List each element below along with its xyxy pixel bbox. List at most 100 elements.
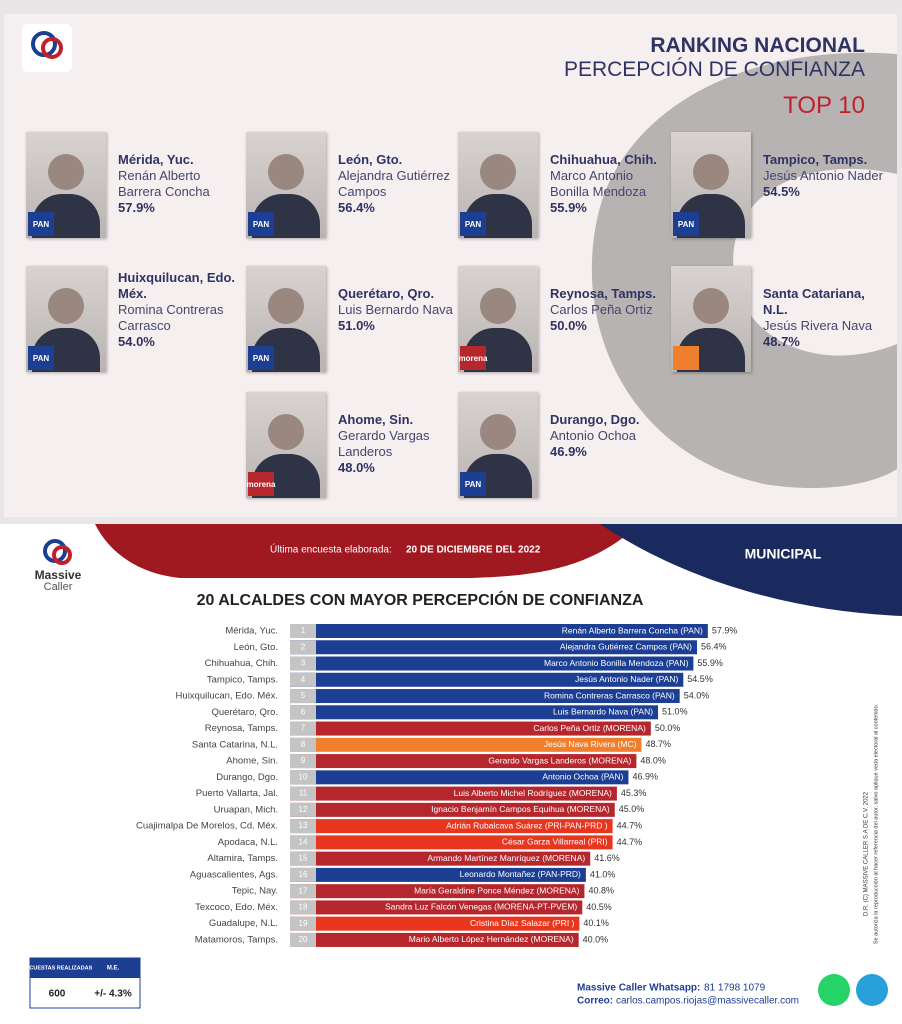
category-label: Mérida, Yuc. — [225, 626, 278, 637]
card-name: Romina Contreras Carrasco — [118, 302, 224, 333]
category-label: Guadalupe, N.L. — [209, 918, 278, 929]
card-text: Reynosa, Tamps. Carlos Peña Ortiz 50.0% — [550, 286, 675, 334]
top-panel: RANKING NACIONAL PERCEPCIÓN DE CONFIANZA… — [4, 14, 897, 517]
category-label: Querétaro, Qro. — [211, 707, 278, 718]
category-label: Reynosa, Tamps. — [205, 723, 278, 734]
title: RANKING NACIONAL — [650, 34, 865, 57]
party-badge: PAN — [248, 212, 274, 236]
photo: PAN — [671, 132, 751, 238]
card-value: 56.4% — [338, 200, 375, 215]
value-label: 55.9% — [697, 658, 723, 668]
photo-head — [48, 154, 84, 190]
rank: 12 — [299, 805, 308, 814]
value-label: 56.4% — [701, 642, 727, 652]
survey-table: ENCUESTAS REALIZADAS M.E. 600 +/- 4.3% — [22, 957, 141, 1009]
rank: 18 — [299, 903, 308, 912]
bar — [290, 640, 698, 655]
photo-head — [268, 288, 304, 324]
rank-box — [290, 656, 316, 671]
category-label: Aguascalientes, Ags. — [190, 869, 278, 880]
party-badge: PAN — [460, 212, 486, 236]
banner-navy — [600, 524, 902, 616]
contact: carlos.campos.riojas@massivecaller.com — [616, 996, 799, 1007]
photo: PAN — [26, 132, 106, 238]
card-name: Luis Bernardo Nava — [338, 302, 453, 317]
notice: Se autoriza la reproducción al hacer ref… — [873, 703, 879, 944]
bar-label: Carlos Peña Ortiz (MORENA) — [533, 723, 646, 733]
rank-box — [290, 884, 316, 899]
photo — [671, 266, 751, 372]
top-tag: TOP 10 — [783, 92, 865, 119]
decoration — [22, 24, 897, 489]
category-label: Santa Catarina, N.L. — [192, 739, 278, 750]
rank: 6 — [301, 707, 306, 716]
section: MUNICIPAL — [745, 546, 822, 562]
rank: 11 — [299, 789, 308, 798]
party-badge — [673, 346, 699, 370]
category-label: Altamira, Tamps. — [207, 853, 278, 864]
card-text: Tampico, Tamps. Jesús Antonio Nader 54.5% — [763, 152, 888, 200]
bar — [290, 884, 585, 899]
bar-label: Luis Bernardo Nava (PAN) — [553, 707, 653, 717]
rank: 10 — [299, 772, 308, 781]
rank-box — [290, 851, 316, 866]
rank: 9 — [301, 756, 306, 765]
value-label: 51.0% — [662, 707, 688, 717]
party-badge: PAN — [248, 346, 274, 370]
card-name: Marco Antonio Bonilla Mendoza — [550, 168, 647, 199]
rank: 2 — [301, 642, 306, 651]
card-text: León, Gto. Alejandra Gutiérrez Campos 56.4… — [338, 152, 463, 216]
rank-box — [290, 916, 316, 931]
bar-label: Alejandra Gutiérrez Campos (PAN) — [560, 642, 692, 652]
photo-head — [693, 288, 729, 324]
bar-label: Antonio Ochoa (PAN) — [542, 772, 623, 782]
card-city: Querétaro, Qro. — [338, 286, 435, 301]
card-city: Reynosa, Tamps. — [550, 286, 656, 301]
brand: Caller — [44, 581, 73, 593]
card-value: 50.0% — [550, 318, 587, 333]
category-label: Ahome, Sin. — [226, 756, 278, 767]
rank-box — [290, 737, 316, 752]
category-label: Texcoco, Edo. Méx. — [195, 902, 278, 913]
rank: 5 — [301, 691, 306, 700]
banner-red — [95, 524, 640, 578]
value-label: 57.9% — [712, 625, 738, 635]
value-label: 45.0% — [619, 804, 645, 814]
card-city: León, Gto. — [338, 152, 403, 167]
photo-head — [268, 154, 304, 190]
card-text: Chihuahua, Chih. Marco Antonio Bonilla Me… — [550, 152, 675, 216]
photo-head — [268, 414, 304, 450]
rank-box — [290, 900, 316, 915]
bar — [290, 689, 680, 704]
photo: PAN — [26, 266, 106, 372]
bar-label: Renán Alberto Barrera Concha (PAN) — [562, 625, 703, 635]
table-head: ENCUESTAS REALIZADAS — [22, 965, 93, 971]
bar-label: Leonardo Montañez (PAN-PRD) — [460, 869, 581, 879]
table-header — [30, 958, 140, 978]
contact: 81 1798 1079 — [704, 983, 766, 994]
rank: 20 — [299, 935, 308, 944]
card-text: Mérida, Yuc. Renán Alberto Barrera Concha… — [118, 152, 243, 216]
survey-date: 20 DE DICIEMBRE DEL 2022 — [406, 545, 541, 556]
rank: 7 — [301, 724, 306, 733]
party-badge: PAN — [28, 346, 54, 370]
photo: PAN — [246, 266, 326, 372]
value-label: 41.6% — [594, 853, 620, 863]
photo: PAN — [458, 132, 538, 238]
rank: 15 — [299, 854, 308, 863]
card-city: Durango, Dgo. — [550, 412, 640, 427]
card-name: Renán Alberto Barrera Concha — [118, 168, 210, 199]
bar-label: Jesús Nava Rivera (MC) — [544, 739, 637, 749]
rank-box — [290, 835, 316, 850]
bar — [290, 835, 613, 850]
rank-box — [290, 819, 316, 834]
value-label: 40.8% — [588, 886, 614, 896]
bar — [290, 770, 629, 785]
rank-box — [290, 624, 316, 638]
bar-label: Ignacio Benjamín Campos Equihua (MORENA) — [431, 804, 610, 814]
card-name: Antonio Ochoa — [550, 428, 637, 443]
card-city: Santa Catariana, N.L. — [763, 286, 865, 317]
card-name: Gerardo Vargas Landeros — [338, 428, 430, 459]
copyright: D.R. (C) MASSIVE CALLER S.A DE C.V. 2022 — [864, 791, 870, 916]
